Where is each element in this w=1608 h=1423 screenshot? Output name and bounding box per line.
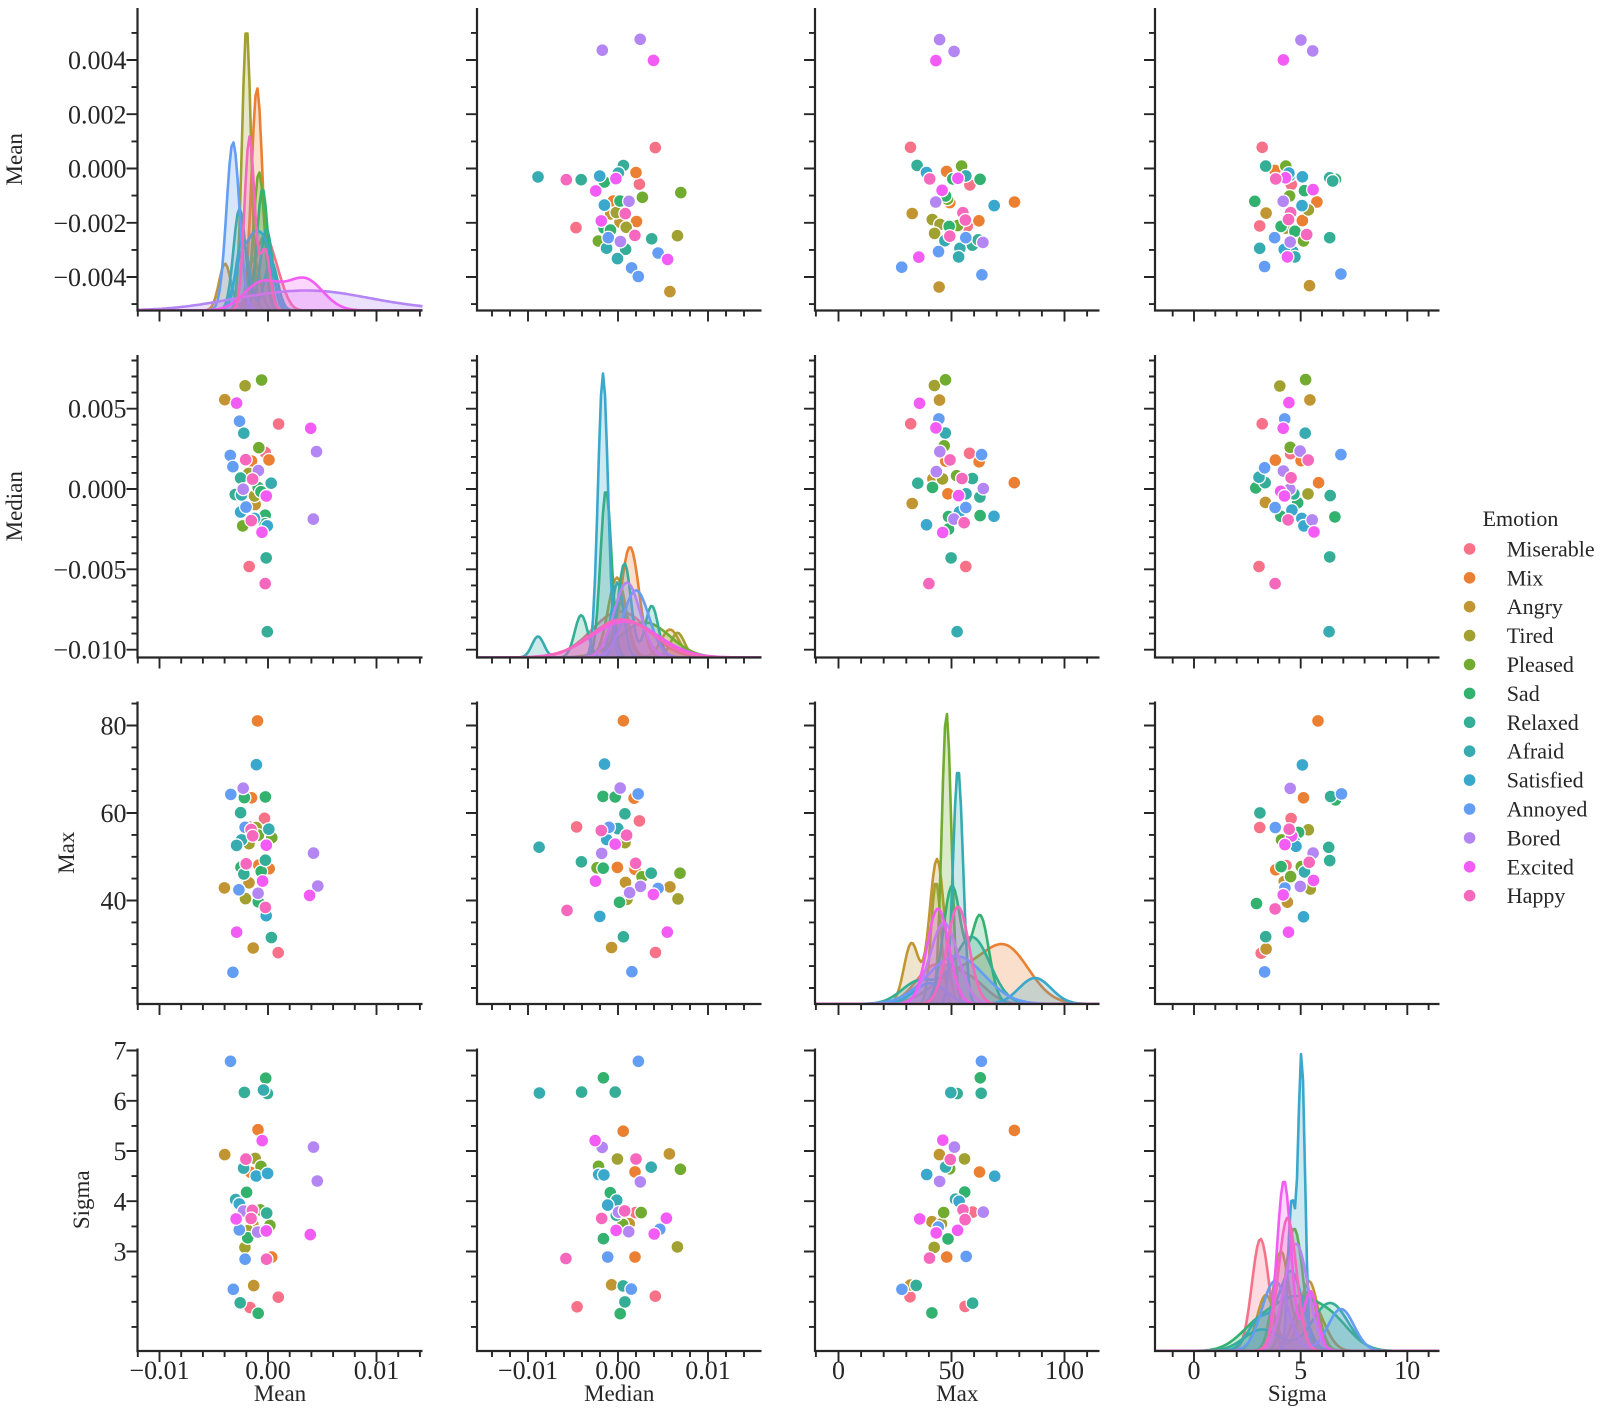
svg-text:Afraid: Afraid [1507, 739, 1564, 764]
svg-text:Bored: Bored [1507, 825, 1561, 850]
svg-text:Tired: Tired [1507, 623, 1554, 648]
svg-text:5: 5 [114, 1137, 127, 1166]
svg-text:100: 100 [1045, 1356, 1084, 1385]
svg-text:0.00: 0.00 [245, 1356, 291, 1385]
svg-text:0: 0 [1188, 1356, 1201, 1385]
svg-text:0.002: 0.002 [68, 100, 127, 129]
svg-text:Median: Median [2, 471, 27, 542]
svg-text:4: 4 [114, 1187, 127, 1216]
svg-text:Max: Max [936, 1381, 979, 1406]
svg-text:Satisfied: Satisfied [1507, 768, 1584, 793]
svg-text:−0.002: −0.002 [53, 209, 126, 238]
svg-text:0.000: 0.000 [68, 475, 127, 504]
svg-text:0.00: 0.00 [595, 1356, 641, 1385]
svg-text:Sigma: Sigma [1268, 1381, 1327, 1406]
svg-text:Angry: Angry [1507, 594, 1563, 619]
svg-text:−0.010: −0.010 [53, 636, 126, 665]
svg-text:Pleased: Pleased [1507, 652, 1574, 677]
svg-text:Median: Median [584, 1381, 655, 1406]
svg-text:Mean: Mean [2, 133, 27, 186]
svg-text:5: 5 [1294, 1356, 1307, 1385]
svg-text:7: 7 [114, 1037, 127, 1066]
svg-text:Mean: Mean [254, 1381, 307, 1406]
svg-text:Max: Max [54, 831, 79, 874]
svg-text:Relaxed: Relaxed [1507, 710, 1579, 735]
svg-text:−0.005: −0.005 [53, 555, 126, 584]
svg-text:0.01: 0.01 [685, 1356, 731, 1385]
svg-text:0.000: 0.000 [68, 155, 127, 184]
svg-text:Annoyed: Annoyed [1507, 797, 1588, 822]
svg-text:0.004: 0.004 [68, 46, 127, 75]
svg-text:0: 0 [832, 1356, 845, 1385]
svg-text:Mix: Mix [1507, 565, 1544, 590]
svg-text:Happy: Happy [1507, 883, 1566, 908]
svg-text:Excited: Excited [1507, 854, 1574, 879]
svg-text:80: 80 [101, 712, 127, 741]
svg-text:Sigma: Sigma [69, 1170, 94, 1229]
svg-text:−0.01: −0.01 [498, 1356, 558, 1385]
svg-text:Emotion: Emotion [1483, 506, 1559, 531]
svg-text:−0.004: −0.004 [53, 263, 126, 292]
svg-text:0.01: 0.01 [354, 1356, 400, 1385]
svg-text:0.005: 0.005 [68, 395, 127, 424]
svg-text:Miserable: Miserable [1507, 536, 1595, 561]
svg-text:6: 6 [114, 1087, 127, 1116]
svg-text:60: 60 [101, 799, 127, 828]
svg-text:−0.01: −0.01 [129, 1356, 189, 1385]
svg-text:40: 40 [101, 887, 127, 916]
svg-text:3: 3 [114, 1238, 127, 1267]
svg-text:50: 50 [939, 1356, 965, 1385]
svg-text:10: 10 [1394, 1356, 1420, 1385]
svg-text:Sad: Sad [1507, 681, 1540, 706]
